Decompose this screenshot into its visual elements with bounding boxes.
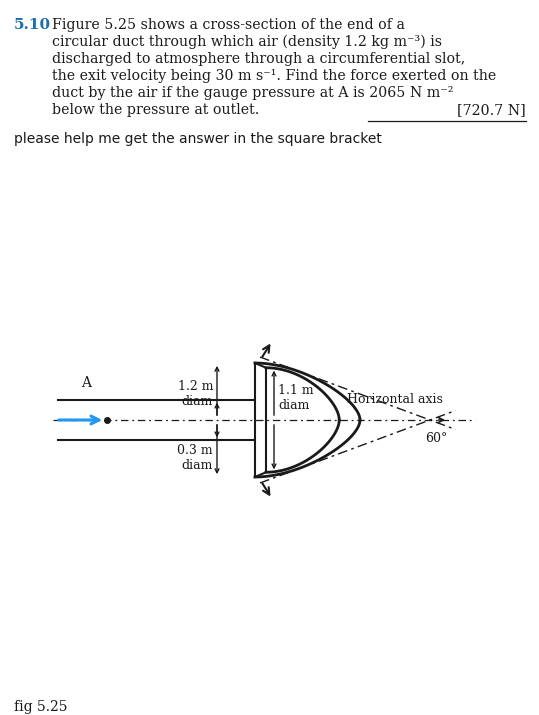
Text: [720.7 N]: [720.7 N] xyxy=(457,103,526,117)
Text: Figure 5.25 shows a cross-section of the end of a: Figure 5.25 shows a cross-section of the… xyxy=(52,18,405,32)
Text: 5.10: 5.10 xyxy=(14,18,51,32)
Text: fig 5.25: fig 5.25 xyxy=(14,700,67,714)
Text: please help me get the answer in the square bracket: please help me get the answer in the squ… xyxy=(14,132,382,146)
Text: below the pressure at outlet.: below the pressure at outlet. xyxy=(52,103,259,117)
Text: the exit velocity being 30 m s⁻¹. Find the force exerted on the: the exit velocity being 30 m s⁻¹. Find t… xyxy=(52,69,496,83)
Text: circular duct through which air (density 1.2 kg m⁻³) is: circular duct through which air (density… xyxy=(52,35,442,49)
Text: 60°: 60° xyxy=(425,432,447,445)
Text: A: A xyxy=(81,376,91,390)
Text: Horizontal axis: Horizontal axis xyxy=(347,393,443,406)
Text: discharged to atmosphere through a circumferential slot,: discharged to atmosphere through a circu… xyxy=(52,52,465,66)
Text: duct by the air if the gauge pressure at A is 2065 N m⁻²: duct by the air if the gauge pressure at… xyxy=(52,86,453,100)
Text: 1.2 m
diam: 1.2 m diam xyxy=(177,380,213,408)
Text: 1.1 m
diam: 1.1 m diam xyxy=(278,384,314,412)
Text: 0.3 m
diam: 0.3 m diam xyxy=(177,444,213,472)
